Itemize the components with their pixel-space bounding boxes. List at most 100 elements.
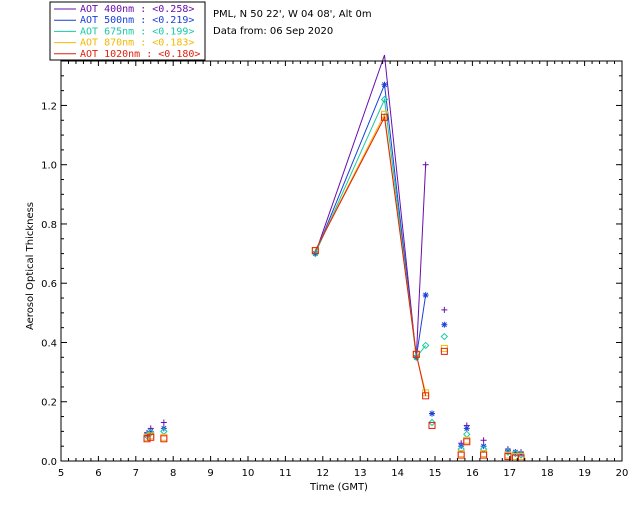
- data-point: [311, 249, 320, 258]
- marker-shape: [147, 429, 155, 437]
- marker-shape: [311, 247, 319, 255]
- data-point: [441, 306, 448, 313]
- marker-stroke: [423, 292, 429, 298]
- marker-shape: [504, 453, 512, 461]
- marker-shape: [511, 449, 520, 458]
- marker-shape: [463, 436, 471, 444]
- data-point: [422, 161, 429, 168]
- x-tick-label: 5: [58, 468, 64, 479]
- marker-shape: [380, 95, 389, 104]
- series-line: [314, 97, 427, 359]
- x-tick-label: 8: [170, 468, 176, 479]
- info-date: Data from: 06 Sep 2020: [213, 26, 333, 37]
- data-point: [147, 433, 155, 441]
- x-tick-label: 12: [316, 468, 329, 479]
- data-point: [160, 433, 168, 441]
- y-tick-label: 0.2: [41, 398, 57, 409]
- x-tick-label: 18: [541, 468, 554, 479]
- marker-shape: [463, 430, 471, 439]
- series-line: [314, 112, 427, 393]
- legend-entry: AOT 1020nm : <0.180>: [80, 49, 200, 60]
- series-4: [143, 113, 525, 462]
- y-tick-label: 1.0: [41, 161, 57, 172]
- y-tick-label: 0.0: [41, 457, 57, 468]
- marker-shape: [428, 421, 436, 429]
- marker-shape: [412, 353, 421, 362]
- marker-shape: [457, 451, 465, 459]
- legend: AOT 400nm : <0.258>AOT 500nm : <0.219>AO…: [49, 1, 206, 61]
- series-line: [314, 115, 427, 396]
- series-0: [144, 54, 525, 456]
- data-point: [504, 448, 512, 456]
- data-point: [457, 451, 465, 459]
- x-tick-label: 10: [242, 468, 255, 479]
- marker-shape: [428, 418, 436, 427]
- x-tick-label: 14: [391, 468, 404, 479]
- data-point: [311, 247, 319, 255]
- y-tick-label: 0.4: [41, 338, 57, 349]
- data-point: [441, 321, 448, 328]
- series-line: [314, 84, 427, 358]
- x-tick-label: 9: [207, 468, 213, 479]
- plot-frame: [60, 60, 623, 462]
- x-tick-label: 11: [279, 468, 292, 479]
- data-point: [412, 353, 421, 362]
- marker-stroke: [381, 82, 388, 88]
- x-tick-label: 16: [466, 468, 479, 479]
- marker-shape: [480, 451, 488, 459]
- marker-shape: [517, 451, 525, 459]
- data-point: [480, 437, 487, 444]
- data-point: [440, 332, 449, 341]
- y-tick-label: 0.8: [41, 220, 57, 231]
- y-tick-label: 0.6: [41, 279, 57, 290]
- marker-shape: [160, 435, 168, 443]
- data-point: [517, 451, 525, 459]
- data-point: [480, 451, 488, 459]
- info-block: PML, N 50 22', W 04 08', Alt 0m Data fro…: [213, 9, 372, 37]
- x-axis-label: Time (GMT): [309, 482, 368, 493]
- data-point: [440, 347, 448, 355]
- series-1: [144, 81, 525, 457]
- x-tick-label: 17: [503, 468, 516, 479]
- data-point: [463, 430, 471, 439]
- data-point: [380, 95, 389, 104]
- marker-stroke: [464, 425, 470, 431]
- data-point: [463, 438, 471, 446]
- data-point: [428, 421, 436, 429]
- y-tick-label: 1.2: [41, 101, 57, 112]
- data-point: [463, 436, 471, 444]
- marker-shape: [422, 392, 430, 400]
- legend-entry: AOT 675nm : <0.199>: [80, 26, 194, 37]
- data-point: [422, 392, 430, 400]
- data-point: [463, 425, 470, 432]
- data-point: [160, 435, 168, 443]
- x-tick-label: 13: [354, 468, 367, 479]
- marker-shape: [504, 448, 512, 456]
- marker-stroke: [441, 322, 447, 328]
- x-tick-label: 7: [133, 468, 139, 479]
- x-tick-label: 6: [95, 468, 101, 479]
- axes: 5 6 7 8 9 10 11 12 13 14 15 16 17 18 19 20 0.0 0.2 0.4 0.6 0…: [41, 60, 629, 479]
- marker-shape: [463, 438, 471, 446]
- legend-entry: AOT 500nm : <0.219>: [80, 15, 194, 26]
- data-point: [143, 435, 151, 443]
- data-point: [511, 449, 520, 458]
- x-tick-label: 19: [578, 468, 591, 479]
- marker-shape: [381, 113, 389, 121]
- marker-shape: [143, 435, 151, 443]
- plot-area: [143, 54, 525, 462]
- series-line: [314, 54, 427, 358]
- data-point: [160, 419, 167, 426]
- legend-entry: AOT 400nm : <0.258>: [80, 4, 194, 15]
- marker-stroke: [429, 411, 435, 417]
- x-tick-label: 15: [429, 468, 442, 479]
- marker-shape: [147, 433, 155, 441]
- series-3: [143, 110, 525, 461]
- data-point: [381, 81, 388, 88]
- marker-shape: [412, 350, 420, 358]
- info-location: PML, N 50 22', W 04 08', Alt 0m: [213, 9, 372, 20]
- marker-shape: [440, 332, 449, 341]
- legend-entry: AOT 870nm : <0.183>: [80, 38, 194, 49]
- data-point: [421, 341, 430, 350]
- x-tick-label: 20: [616, 468, 629, 479]
